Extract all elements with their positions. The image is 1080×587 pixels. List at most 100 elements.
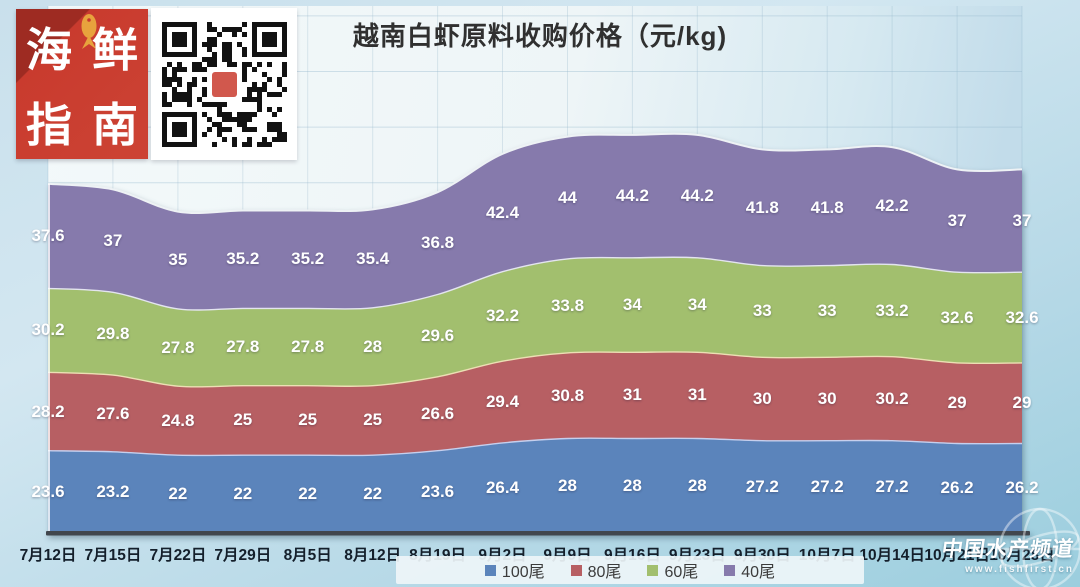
logo-characters: 海 鲜 指 南 <box>16 9 148 159</box>
value-label: 33.2 <box>875 300 909 320</box>
value-label: 29 <box>947 393 967 413</box>
value-label: 28 <box>622 475 642 495</box>
legend-item: 60尾 <box>647 558 698 582</box>
value-label: 44.2 <box>615 186 649 206</box>
value-label: 27.2 <box>875 476 909 496</box>
value-label: 32.6 <box>1005 307 1039 327</box>
value-label: 41.8 <box>810 197 844 217</box>
value-label: 27.2 <box>745 476 779 496</box>
value-label: 28.2 <box>31 401 65 421</box>
value-label: 35.2 <box>226 249 260 269</box>
value-label: 33.8 <box>550 295 585 315</box>
legend-marker <box>724 564 736 576</box>
value-label: 27.2 <box>810 476 844 496</box>
value-label: 26.6 <box>421 403 455 423</box>
legend-item: 80尾 <box>570 558 622 582</box>
footer-watermark: 中国水产频道 www.fishfirst.cn <box>864 507 1080 587</box>
value-label: 30.2 <box>875 388 909 408</box>
legend-marker <box>570 564 582 576</box>
value-label: 32.6 <box>940 307 974 327</box>
qr-code <box>151 8 297 160</box>
value-label: 44 <box>558 187 577 207</box>
value-label: 31 <box>687 385 707 405</box>
value-label: 25 <box>233 410 253 430</box>
value-label: 36.8 <box>421 233 455 253</box>
footer-brand-text: 中国水产频道 <box>940 538 1076 561</box>
value-label: 23.6 <box>421 481 455 501</box>
x-axis-label: 7月15日 <box>84 547 142 564</box>
x-axis-label: 7月12日 <box>19 547 77 564</box>
logo-char: 鲜 <box>92 23 138 76</box>
value-label: 37 <box>1012 210 1032 230</box>
value-label: 35.2 <box>291 249 325 269</box>
value-label: 27.8 <box>291 337 325 356</box>
globe-icon <box>998 507 1080 587</box>
legend-label: 80尾 <box>587 564 622 581</box>
value-label: 26.2 <box>1005 478 1039 498</box>
x-axis-label: 8月12日 <box>344 547 402 564</box>
value-label: 32.2 <box>485 306 520 326</box>
x-axis-line <box>46 531 1030 536</box>
value-label: 25 <box>298 410 318 430</box>
x-axis-label: 10月28日 <box>989 547 1055 564</box>
value-label: 33 <box>817 301 837 321</box>
fish-icon <box>81 14 97 49</box>
value-label: 26.4 <box>485 478 520 497</box>
chart-title: 越南白虾原料收购价格（元/kg) <box>352 21 728 51</box>
value-label: 41.8 <box>745 197 779 217</box>
value-label: 34 <box>622 295 642 314</box>
qr-pattern <box>155 15 293 153</box>
value-label: 28 <box>687 475 707 495</box>
legend-item: 100尾 <box>484 558 545 582</box>
value-label: 27.8 <box>226 337 260 356</box>
value-label: 42.2 <box>875 195 909 215</box>
value-label: 27.6 <box>96 403 130 423</box>
value-label: 30.8 <box>550 385 585 405</box>
value-label: 22 <box>168 484 188 504</box>
x-axis-label: 7月29日 <box>214 547 272 564</box>
logo-char: 海 <box>26 23 72 76</box>
value-label: 29.4 <box>485 392 520 412</box>
value-label: 22 <box>298 484 318 504</box>
x-axis-label: 10月21日 <box>924 547 990 564</box>
footer-url-text: www.fishfirst.cn <box>965 564 1074 575</box>
boundary-series-3 <box>47 132 1023 214</box>
x-axis-label: 7月22日 <box>149 547 207 564</box>
value-label: 24.8 <box>161 410 195 430</box>
value-label: 28 <box>363 336 383 356</box>
logo-char: 南 <box>92 98 138 151</box>
value-label: 23.6 <box>31 481 65 501</box>
value-label: 29.8 <box>96 323 130 343</box>
boundary-series-0 <box>47 437 1023 457</box>
legend-label: 40尾 <box>741 564 776 581</box>
value-label: 29 <box>1012 393 1032 413</box>
value-label: 30.2 <box>31 320 65 340</box>
value-label: 35 <box>168 250 188 270</box>
value-label: 22 <box>363 484 383 504</box>
legend-marker <box>647 564 659 576</box>
value-label: 35.4 <box>356 248 390 268</box>
legend-item: 40尾 <box>724 558 775 582</box>
value-label: 29.6 <box>421 325 455 345</box>
x-axis-label: 8月5日 <box>283 547 332 564</box>
value-label: 31 <box>622 385 642 405</box>
value-label: 27.8 <box>161 337 195 357</box>
value-label: 44.2 <box>680 186 714 206</box>
boundary-series-1 <box>47 351 1023 388</box>
area-series-0 <box>48 438 1022 533</box>
legend-label: 100尾 <box>501 564 545 581</box>
value-label: 42.4 <box>485 202 520 222</box>
value-label: 30 <box>817 389 837 408</box>
value-label: 25 <box>363 410 383 430</box>
x-axis-label: 10月14日 <box>859 547 925 564</box>
boundary-series-2 <box>47 256 1023 311</box>
value-label: 30 <box>752 389 772 408</box>
value-label: 37 <box>947 210 967 230</box>
value-label: 22 <box>233 484 253 504</box>
value-label: 34 <box>687 295 707 314</box>
logo-char: 指 <box>26 98 72 151</box>
legend-marker <box>484 564 496 576</box>
value-label: 37 <box>103 230 123 250</box>
